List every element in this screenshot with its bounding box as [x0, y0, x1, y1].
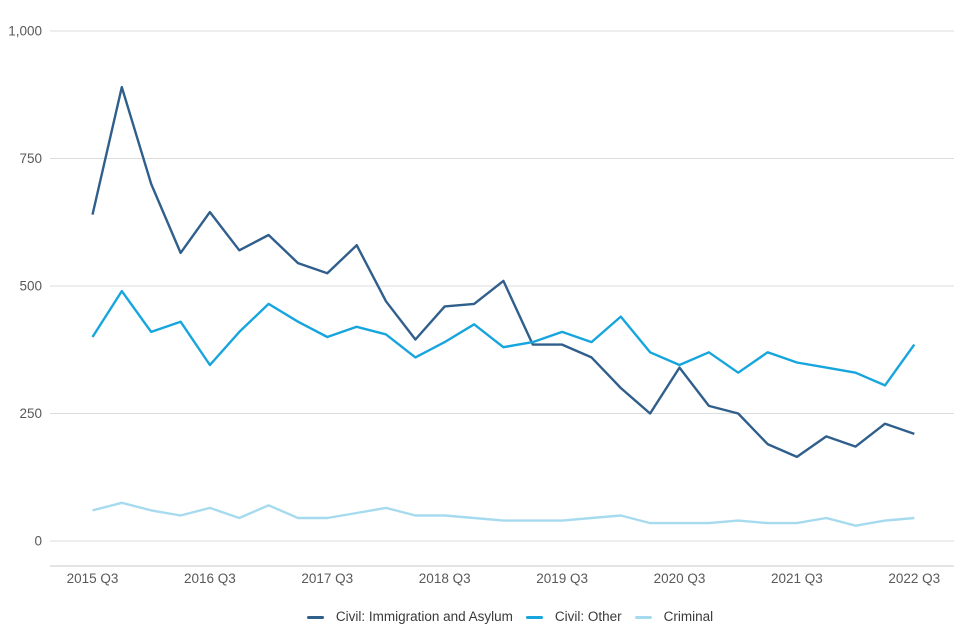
y-axis-label: 500	[19, 279, 42, 294]
x-axis-label: 2020 Q3	[654, 571, 706, 586]
x-axis-label: 2016 Q3	[184, 571, 236, 586]
y-axis-label: 0	[34, 534, 42, 549]
legend-swatch-criminal-icon	[634, 615, 652, 619]
legend-swatch-civil-other-icon	[525, 615, 543, 619]
legend-item-civil-other: Civil: Other	[525, 607, 622, 627]
y-axis-label: 750	[19, 151, 42, 166]
y-axis-label: 1,000	[8, 24, 42, 39]
x-axis-label: 2018 Q3	[419, 571, 471, 586]
series-line-civil-other	[91, 289, 916, 387]
x-axis-label: 2015 Q3	[67, 571, 119, 586]
chart-legend: Civil: Immigration and Asylum Civil: Oth…	[30, 607, 960, 627]
legend-label: Criminal	[663, 609, 714, 624]
legend-swatch-civil-immigration-icon	[306, 615, 324, 619]
x-axis-label: 2017 Q3	[301, 571, 353, 586]
x-axis-label: 2021 Q3	[771, 571, 823, 586]
legend-item-criminal: Criminal	[634, 607, 714, 627]
legend-label: Civil: Other	[554, 609, 622, 624]
series-line-criminal	[92, 501, 915, 527]
x-axis-label: 2022 Q3	[888, 571, 940, 586]
y-axis-label: 250	[19, 406, 42, 421]
x-axis-label: 2019 Q3	[536, 571, 588, 586]
legend-item-civil-immigration-and-asylum: Civil: Immigration and Asylum	[306, 607, 513, 627]
legend-label: Civil: Immigration and Asylum	[335, 609, 513, 624]
series-line-civil-immigration-and-asylum	[91, 85, 915, 459]
